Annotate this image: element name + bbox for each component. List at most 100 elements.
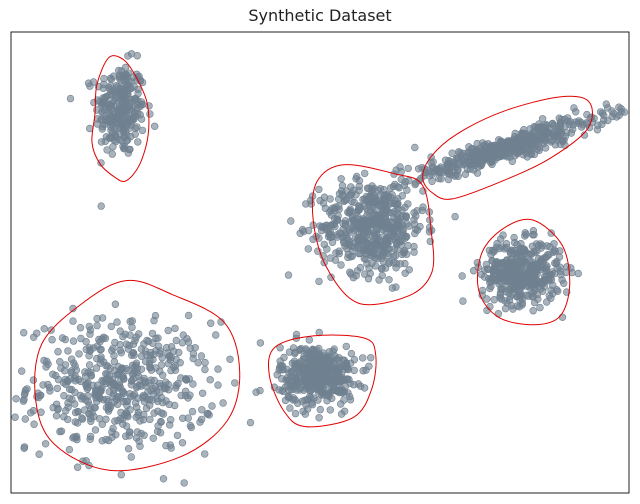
scatter-point	[119, 387, 127, 395]
scatter-point	[113, 318, 121, 326]
scatter-point	[275, 386, 283, 394]
scatter-point	[246, 418, 255, 427]
scatter-point	[321, 204, 330, 213]
scatter-point	[411, 229, 419, 238]
scatter-point	[82, 338, 90, 346]
scatter-point	[444, 160, 452, 168]
scatter-point	[393, 215, 401, 224]
scatter-point	[212, 331, 220, 339]
scatter-point	[46, 387, 54, 395]
scatter-point	[309, 346, 318, 355]
scatter-point	[342, 342, 350, 351]
scatter-point	[280, 353, 288, 362]
scatter-point	[300, 386, 308, 394]
scatter-point	[388, 284, 397, 292]
scatter-point	[375, 276, 383, 284]
scatter-point	[106, 102, 115, 110]
scatter-point	[530, 150, 539, 159]
scatter-point	[57, 427, 66, 435]
scatter-point	[63, 415, 72, 424]
scatter-point	[131, 130, 139, 138]
scatter-point	[395, 184, 403, 192]
scatter-point	[380, 186, 388, 194]
scatter-point	[93, 120, 102, 128]
scatter-point	[535, 120, 543, 128]
scatter-point	[40, 325, 48, 333]
scatter-point	[340, 376, 348, 384]
scatter-point	[145, 102, 153, 110]
scatter-point	[174, 380, 182, 388]
scatter-point	[97, 355, 105, 364]
scatter-point	[93, 321, 101, 330]
scatter-point	[97, 159, 105, 167]
scatter-point	[102, 415, 110, 423]
scatter-point	[310, 394, 318, 402]
scatter-point	[345, 229, 353, 237]
scatter-point	[521, 247, 529, 255]
scatter-point	[123, 401, 131, 410]
scatter-point	[74, 408, 82, 416]
scatter-point	[377, 241, 385, 249]
scatter-point	[119, 128, 128, 136]
scatter-point	[124, 345, 133, 353]
scatter-point	[507, 301, 516, 310]
scatter-point	[288, 372, 296, 381]
scatter-point	[188, 407, 197, 416]
scatter-point	[615, 111, 623, 120]
scatter-point	[186, 391, 194, 399]
scatter-point	[134, 138, 142, 146]
scatter-point	[145, 360, 154, 368]
scatter-point	[316, 405, 324, 414]
scatter-point	[511, 277, 520, 286]
scatter-point	[107, 322, 116, 331]
scatter-point	[333, 216, 342, 224]
scatter-point	[86, 326, 95, 334]
scatter-point	[389, 252, 398, 261]
scatter-point	[568, 125, 577, 134]
scatter-point	[531, 286, 539, 295]
scatter-point	[92, 364, 101, 372]
scatter-point	[107, 117, 115, 125]
scatter-point	[391, 233, 399, 241]
scatter-point	[326, 406, 334, 414]
scatter-point	[404, 241, 412, 250]
scatter-point	[303, 405, 312, 413]
scatter-point	[339, 233, 347, 241]
scatter-point	[510, 269, 518, 277]
scatter-point	[510, 249, 518, 257]
scatter-point	[107, 75, 116, 84]
scatter-point	[555, 253, 564, 261]
scatter-point	[486, 302, 494, 311]
points-layer	[11, 50, 629, 487]
scatter-point	[428, 177, 436, 186]
scatter-point	[44, 360, 52, 368]
scatter-point	[367, 354, 375, 362]
scatter-point	[197, 352, 206, 360]
scatter-point	[219, 399, 227, 407]
scatter-point	[541, 144, 550, 152]
scatter-point	[117, 67, 126, 75]
scatter-point	[103, 146, 111, 154]
scatter-point	[133, 428, 142, 436]
scatter-point	[510, 233, 518, 242]
scatter-point	[126, 124, 134, 132]
scatter-point	[547, 229, 555, 237]
scatter-point	[149, 434, 158, 442]
scatter-point	[124, 52, 132, 60]
scatter-point	[551, 131, 560, 139]
scatter-point	[337, 410, 346, 418]
scatter-point	[146, 110, 154, 118]
scatter-point	[283, 365, 291, 374]
scatter-point	[292, 330, 301, 339]
scatter-point	[550, 269, 559, 278]
scatter-point	[298, 226, 307, 234]
scatter-point	[102, 379, 110, 388]
scatter-point	[394, 200, 402, 209]
scatter-point	[458, 272, 466, 280]
scatter-point	[127, 393, 135, 401]
scatter-point	[124, 149, 133, 157]
scatter-point	[113, 400, 122, 408]
scatter-point	[44, 380, 52, 389]
scatter-point	[580, 131, 589, 139]
scatter-point	[65, 385, 74, 393]
